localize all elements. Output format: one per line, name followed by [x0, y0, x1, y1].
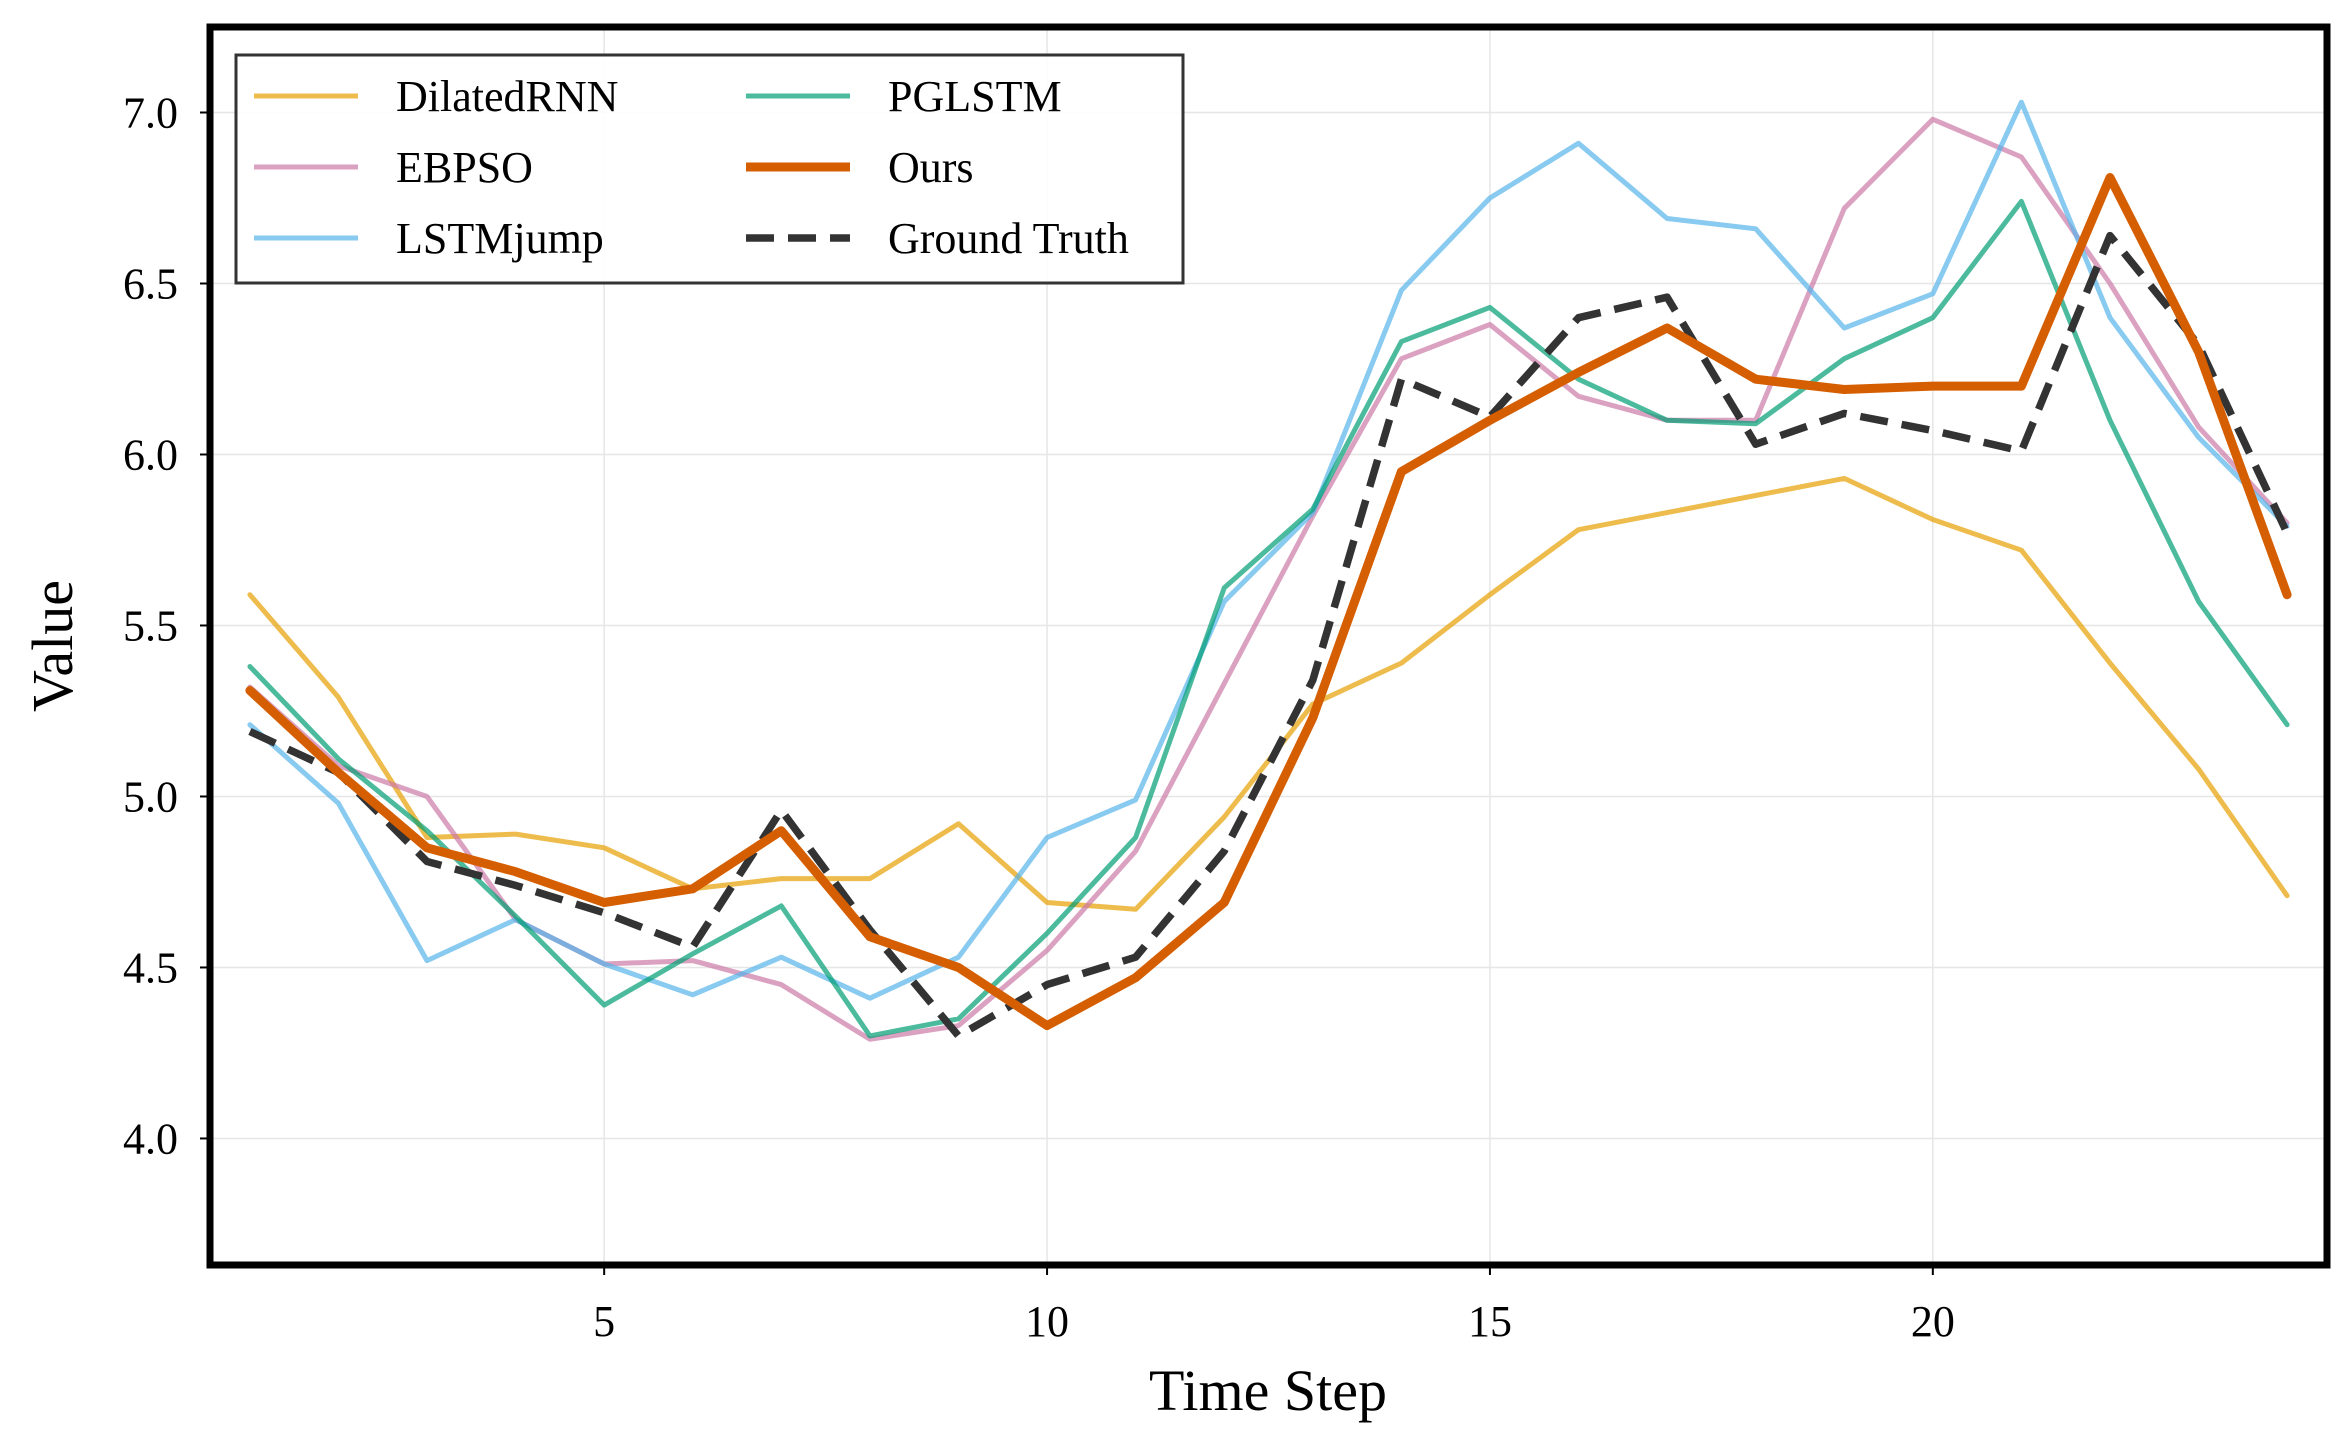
legend-label: Ground Truth	[888, 214, 1129, 263]
y-axis-title: Value	[20, 580, 85, 712]
series-line-ours	[245, 173, 2292, 1031]
y-tick-label: 6.0	[123, 430, 178, 479]
series-line-ground-truth	[248, 231, 2291, 1040]
series-layer	[245, 99, 2292, 1042]
y-tick-label: 7.0	[123, 88, 178, 137]
plot-frame	[206, 23, 2331, 1269]
series-line-pglstm	[247, 198, 2290, 1039]
legend-label: Ours	[888, 143, 974, 192]
x-tick-label: 20	[1911, 1297, 1955, 1346]
legend-label: EBPSO	[396, 143, 533, 192]
tick-layer: 5 10 15 20 4.0 4.5 5.0 5.5 6.0 6.5 7.0	[123, 88, 1955, 1346]
y-tick-label: 4.5	[123, 943, 178, 992]
legend: DilatedRNN EBPSO LSTMjump PGLSTM Ours Ground …	[234, 53, 1185, 285]
series-line-lstmjump	[247, 99, 2290, 1001]
x-tick-label: 15	[1468, 1297, 1512, 1346]
y-tick-label: 5.5	[123, 601, 178, 650]
legend-label: LSTMjump	[396, 214, 604, 263]
y-tick-label: 4.0	[123, 1114, 178, 1163]
y-tick-label: 6.5	[123, 259, 178, 308]
legend-frame	[234, 53, 1185, 285]
x-tick-label: 10	[1025, 1297, 1069, 1346]
x-axis-title: Time Step	[1149, 1358, 1387, 1423]
legend-label: PGLSTM	[888, 72, 1062, 121]
y-tick-label: 5.0	[123, 772, 178, 821]
grid-layer	[210, 27, 2327, 1265]
legend-label: DilatedRNN	[396, 72, 618, 121]
x-tick-label: 5	[593, 1297, 615, 1346]
